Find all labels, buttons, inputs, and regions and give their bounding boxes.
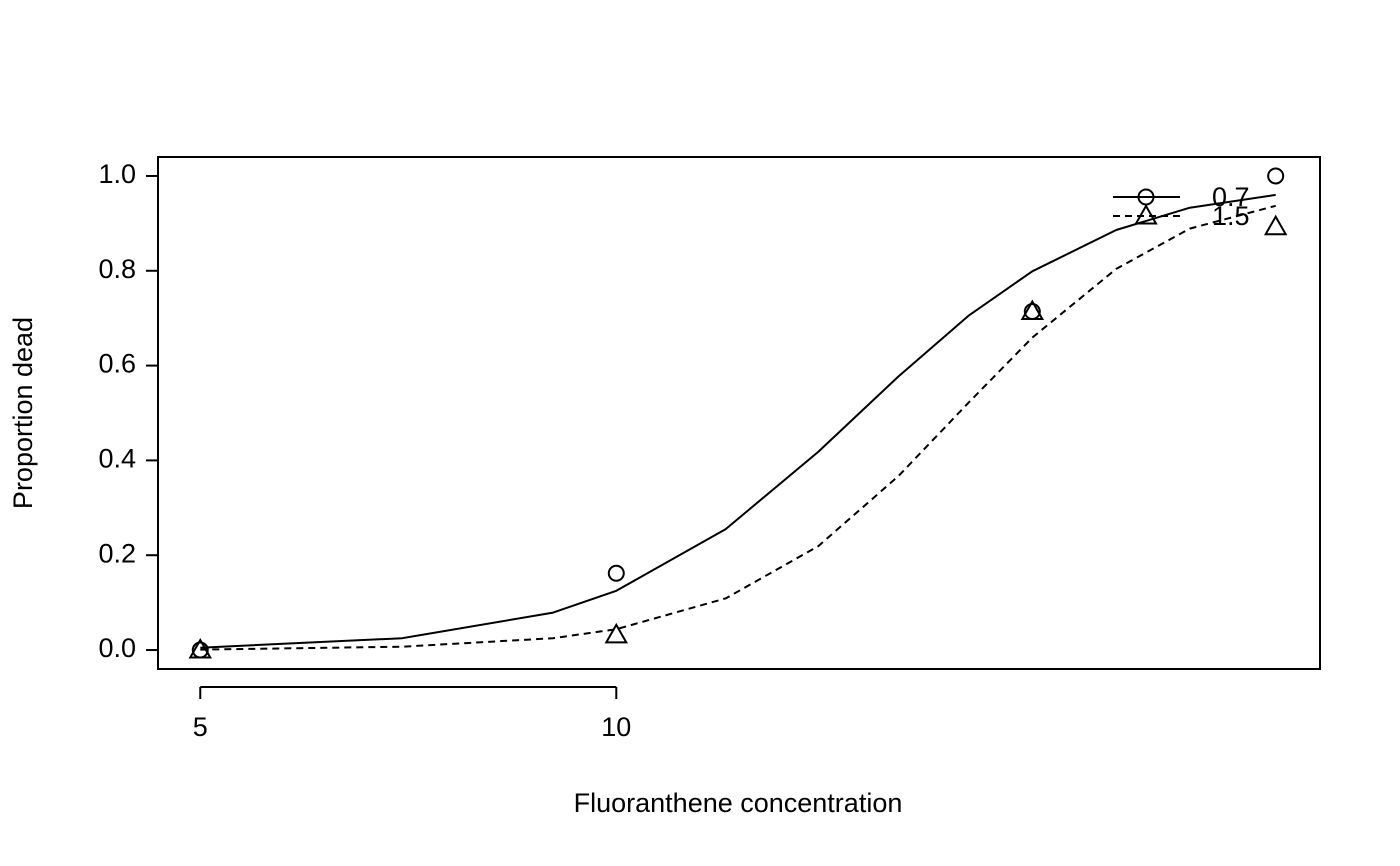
plot-box bbox=[157, 156, 1321, 670]
fit-curve bbox=[200, 193, 1276, 649]
x-tick-label: 10 bbox=[601, 712, 631, 742]
point bbox=[188, 638, 212, 659]
legend-label: 0.7 bbox=[1212, 182, 1250, 212]
y-tick-label: 0.6 bbox=[98, 349, 136, 379]
x-axis-title: Fluoranthene concentration bbox=[574, 788, 903, 818]
y-tick-label: 1.0 bbox=[98, 159, 136, 189]
fit-curve bbox=[200, 204, 1276, 651]
y-tick-label: 0.8 bbox=[98, 254, 136, 284]
y-tick-label: 0.2 bbox=[98, 538, 136, 568]
point bbox=[607, 564, 625, 582]
point bbox=[1020, 299, 1045, 321]
legend-marker bbox=[1134, 203, 1158, 225]
legend-label: 1.5 bbox=[1212, 201, 1250, 231]
x-tick-label: 5 bbox=[193, 712, 208, 742]
point bbox=[1263, 214, 1288, 236]
point bbox=[1267, 167, 1285, 185]
point bbox=[604, 622, 629, 644]
y-tick-label: 0.0 bbox=[98, 633, 136, 663]
y-tick-label: 0.4 bbox=[98, 444, 136, 474]
y-axis-title: Proportion dead bbox=[8, 317, 38, 509]
